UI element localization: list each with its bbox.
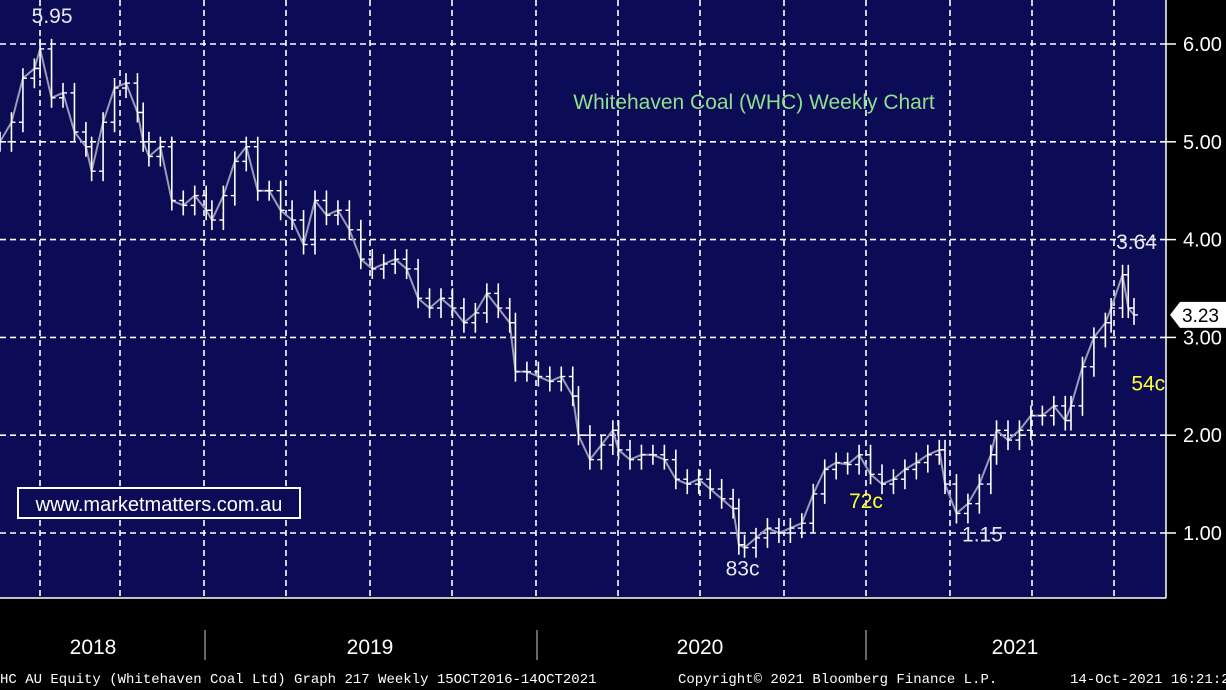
annotation-0: 5.95 <box>32 5 73 28</box>
annotation-5: 54c <box>1131 373 1165 396</box>
price-series <box>0 38 1138 558</box>
y-tick-label-2: 4.00 <box>1183 230 1222 252</box>
last-value-label: 3.23 <box>1182 306 1219 327</box>
y-tick-label-3: 3.00 <box>1183 327 1222 349</box>
x-tick-label-1: 2019 <box>347 636 394 659</box>
annotation-1: 83c <box>726 558 760 581</box>
last-value-marker: 3.23 <box>1170 301 1226 328</box>
x-tick-label-2: 2020 <box>677 636 724 659</box>
watermark-box <box>17 487 301 519</box>
footer: HC AU Equity (Whitehaven Coal Ltd) Graph… <box>0 672 1226 688</box>
x-tick-label-0: 2018 <box>70 636 117 659</box>
y-tick-label-5: 1.00 <box>1183 523 1222 545</box>
y-axis: 6.00 5.00 4.00 3.00 2.00 1.00 <box>1165 0 1222 598</box>
footer-security: HC AU Equity (Whitehaven Coal Ltd) Graph… <box>0 672 597 688</box>
annotations: 5.95 83c 72c 1.15 3.64 54c <box>32 5 1166 581</box>
y-tick-label-1: 5.00 <box>1183 132 1222 154</box>
price-line <box>0 44 1135 549</box>
grid-lines <box>0 0 1166 598</box>
y-tick-label-4: 2.00 <box>1183 425 1222 447</box>
footer-timestamp: 14-Oct-2021 16:21:2 <box>1070 672 1226 688</box>
annotation-3: 1.15 <box>962 523 1003 546</box>
x-tick-label-3: 2021 <box>992 636 1039 659</box>
chart-title: Whitehaven Coal (WHC) Weekly Chart <box>573 91 935 114</box>
footer-copyright: Copyright© 2021 Bloomberg Finance L.P. <box>678 672 997 688</box>
last-value-tag <box>1170 301 1226 328</box>
y-tick-label-0: 6.00 <box>1183 34 1222 56</box>
website-watermark: www.marketmatters.com.au <box>17 487 301 519</box>
annotation-2: 72c <box>849 490 883 513</box>
annotation-4: 3.64 <box>1116 231 1157 254</box>
watermark-text: www.marketmatters.com.au <box>35 494 283 516</box>
x-axis: 2018 2019 2020 2021 <box>0 597 1166 660</box>
